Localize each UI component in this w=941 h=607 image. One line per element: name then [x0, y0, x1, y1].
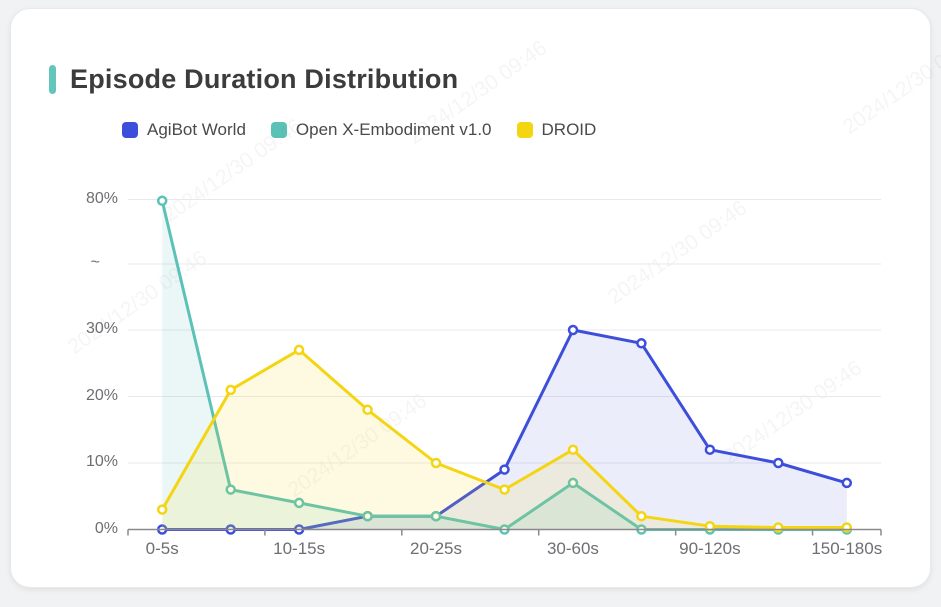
title-accent-bar	[49, 65, 56, 94]
y-axis-label: 80%	[85, 189, 118, 207]
data-point	[430, 510, 442, 522]
data-point	[156, 504, 168, 515]
data-point	[567, 477, 579, 489]
data-point	[499, 484, 510, 495]
data-point	[704, 444, 716, 455]
title-row: Episode Duration Distribution	[49, 64, 458, 95]
data-point	[225, 384, 236, 396]
data-point	[567, 444, 579, 455]
legend-swatch	[270, 122, 287, 138]
legend-item-droid[interactable]: DROID	[516, 120, 597, 140]
data-point	[636, 510, 647, 522]
chart-card: Episode Duration Distribution AgiBot Wor…	[10, 8, 941, 588]
line-chart[interactable]	[11, 9, 941, 607]
y-axis-label: 0%	[94, 519, 118, 537]
legend-label: AgiBot World	[147, 120, 246, 139]
series-area	[162, 349, 847, 530]
y-axis-label: 20%	[85, 386, 118, 404]
data-point	[773, 457, 784, 469]
y-axis-label: 10%	[85, 453, 118, 470]
series-area	[162, 200, 847, 530]
x-axis-label: 150-180s	[811, 539, 883, 558]
y-axis-label: 30%	[85, 320, 118, 337]
data-point	[499, 464, 510, 475]
legend-item-agibot-world[interactable]: AgiBot World	[122, 120, 246, 140]
data-point	[362, 510, 373, 522]
y-axis-label: ~	[90, 254, 100, 271]
data-point	[773, 522, 784, 533]
legend-swatch	[516, 122, 533, 138]
series-area	[162, 330, 847, 530]
data-point	[156, 195, 168, 207]
data-point	[841, 477, 853, 489]
data-point	[362, 404, 373, 416]
data-point	[567, 324, 579, 336]
data-point	[293, 497, 305, 509]
data-point	[430, 457, 442, 469]
x-axis-label: 0-5s	[145, 539, 179, 558]
legend-label: Open X-Embodiment v1.0	[295, 120, 492, 139]
data-point	[293, 344, 305, 356]
x-axis-label: 20-25s	[410, 539, 463, 558]
data-point	[636, 338, 647, 349]
x-axis-label: 90-120s	[679, 539, 741, 558]
series-droid	[156, 344, 853, 533]
x-axis-label: 30-60s	[546, 539, 599, 558]
page-title: Episode Duration Distribution	[70, 64, 459, 94]
legend-label: DROID	[541, 120, 597, 139]
chart-legend: AgiBot World Open X-Embodiment v1.0 DROID	[122, 120, 596, 140]
legend-swatch	[122, 122, 138, 138]
x-axis-label: 10-15s	[273, 539, 326, 558]
data-point	[841, 522, 853, 533]
data-point	[225, 484, 236, 495]
legend-item-open-x-embodiment-v1-0[interactable]: Open X-Embodiment v1.0	[270, 120, 492, 140]
